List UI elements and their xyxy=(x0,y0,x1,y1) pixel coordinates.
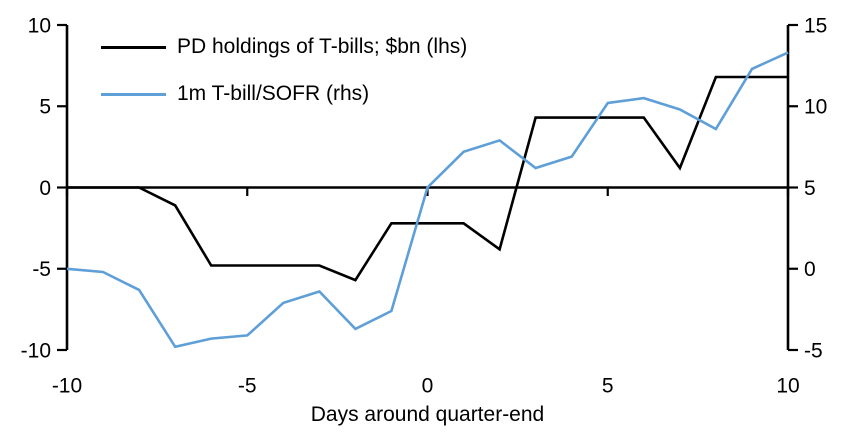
right-axis-tick-label: 15 xyxy=(804,14,827,37)
x-axis-tick-label: -5 xyxy=(238,374,257,397)
left-axis-tick-label: -10 xyxy=(21,339,51,362)
x-axis-tick-label: -10 xyxy=(52,374,82,397)
left-axis-tick-label: -5 xyxy=(32,258,51,281)
x-axis-tick-label: 0 xyxy=(422,374,434,397)
left-axis-tick-label: 5 xyxy=(39,96,51,119)
series-line-pd-holdings xyxy=(67,75,788,282)
series-line-sofr xyxy=(66,51,789,349)
left-axis-tick-label: 10 xyxy=(28,14,51,37)
right-axis-tick-label: 0 xyxy=(804,258,816,281)
x-axis-title: Days around quarter-end xyxy=(310,403,545,426)
legend-label-pd-holdings: PD holdings of T-bills; $bn (lhs) xyxy=(177,35,468,58)
legend-item-pd-holdings: PD holdings of T-bills; $bn (lhs) xyxy=(101,36,467,58)
black-line-swatch-icon xyxy=(101,45,166,49)
right-axis-tick-label: 10 xyxy=(804,96,827,119)
blue-line-swatch-icon xyxy=(101,92,166,96)
right-axis-tick-label: 5 xyxy=(804,177,816,200)
left-axis-tick-label: 0 xyxy=(39,177,51,200)
legend-label-sofr: 1m T-bill/SOFR (rhs) xyxy=(177,82,370,105)
right-axis-tick-label: -5 xyxy=(804,339,823,362)
x-axis-tick-label: 5 xyxy=(602,374,614,397)
x-axis-tick-label: 10 xyxy=(776,374,799,397)
legend-item-sofr: 1m T-bill/SOFR (rhs) xyxy=(101,83,369,105)
